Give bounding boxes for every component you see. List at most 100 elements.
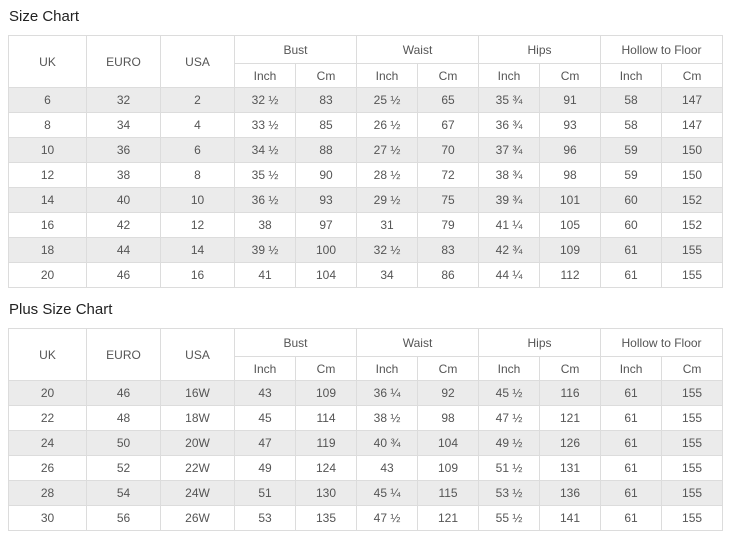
size-value-cell: 38 ¾: [478, 162, 541, 188]
size-value-cell: 45 ½: [478, 380, 541, 406]
size-value-cell: 26: [8, 455, 87, 481]
size-value-cell: 104: [417, 430, 480, 456]
size-value-cell: 46: [86, 262, 161, 288]
size-value-cell: 75: [417, 187, 480, 213]
size-value-cell: 61: [600, 480, 663, 506]
table-row: 8 34 4 33 ½ 85 26 ½ 67 36 ¾ 93 58 147: [8, 112, 724, 138]
size-value-cell: 114: [294, 405, 358, 431]
size-value-cell: 33 ½: [234, 112, 296, 138]
size-value-cell: 155: [661, 480, 724, 506]
size-value-cell: 141: [539, 505, 602, 531]
size-value-cell: 116: [539, 380, 602, 406]
table-row: 24 50 20W 47 119 40 ¾ 104 49 ½ 126 61 155: [8, 430, 724, 456]
size-value-cell: 155: [661, 380, 724, 406]
column-header-cm: Cm: [417, 63, 480, 88]
size-value-cell: 32 ½: [234, 87, 296, 113]
table-row: 30 56 26W 53 135 47 ½ 121 55 ½ 141 61 155: [8, 505, 724, 531]
size-value-cell: 67: [417, 112, 480, 138]
size-value-cell: 47 ½: [356, 505, 419, 531]
size-value-cell: 155: [661, 505, 724, 531]
size-value-cell: 8: [8, 112, 87, 138]
column-header-inch: Inch: [478, 63, 541, 88]
size-value-cell: 97: [294, 212, 358, 238]
column-header-uk: UK: [8, 328, 87, 381]
size-chart-title: Size Chart: [9, 8, 80, 25]
size-value-cell: 61: [600, 455, 663, 481]
size-value-cell: 147: [661, 112, 724, 138]
size-value-cell: 147: [661, 87, 724, 113]
size-value-cell: 40 ¾: [356, 430, 419, 456]
size-value-cell: 28 ½: [356, 162, 419, 188]
size-value-cell: 24W: [160, 480, 235, 506]
size-value-cell: 26W: [160, 505, 235, 531]
table-subheader-row: Inch Cm Inch Cm Inch Cm Inch Cm: [9, 356, 724, 381]
size-value-cell: 45 ¼: [356, 480, 419, 506]
size-value-cell: 31: [356, 212, 419, 238]
column-header-inch: Inch: [600, 63, 663, 88]
size-value-cell: 93: [539, 112, 602, 138]
size-value-cell: 14: [8, 187, 87, 213]
plus-size-chart-table: UK EURO USA Bust Waist Hips Hollow to Fl…: [8, 328, 724, 531]
size-value-cell: 152: [661, 187, 724, 213]
size-value-cell: 53: [234, 505, 296, 531]
size-value-cell: 36: [86, 137, 161, 163]
size-value-cell: 32: [86, 87, 161, 113]
size-value-cell: 46: [86, 380, 161, 406]
size-value-cell: 12: [8, 162, 87, 188]
size-value-cell: 150: [661, 137, 724, 163]
size-value-cell: 65: [417, 87, 480, 113]
size-value-cell: 155: [661, 405, 724, 431]
size-value-cell: 40: [86, 187, 161, 213]
size-value-cell: 22W: [160, 455, 235, 481]
table-row: 14 40 10 36 ½ 93 29 ½ 75 39 ¾ 101 60 152: [8, 187, 724, 213]
size-value-cell: 124: [294, 455, 358, 481]
size-value-cell: 54: [86, 480, 161, 506]
size-value-cell: 38: [86, 162, 161, 188]
size-value-cell: 49 ½: [478, 430, 541, 456]
size-value-cell: 22: [8, 405, 87, 431]
table-row: 12 38 8 35 ½ 90 28 ½ 72 38 ¾ 98 59 150: [8, 162, 724, 188]
size-value-cell: 20: [8, 262, 87, 288]
column-header-euro: EURO: [86, 35, 161, 88]
size-value-cell: 41: [234, 262, 296, 288]
size-value-cell: 45: [234, 405, 296, 431]
size-value-cell: 51 ½: [478, 455, 541, 481]
size-value-cell: 105: [539, 212, 602, 238]
column-header-usa: USA: [160, 35, 235, 88]
size-value-cell: 47: [234, 430, 296, 456]
column-header-cm: Cm: [294, 356, 358, 381]
size-value-cell: 47 ½: [478, 405, 541, 431]
size-value-cell: 121: [417, 505, 480, 531]
size-value-cell: 44: [86, 237, 161, 263]
column-group-hollow-to-floor: Hollow to Floor: [600, 328, 724, 357]
size-value-cell: 60: [600, 212, 663, 238]
size-value-cell: 14: [160, 237, 235, 263]
size-value-cell: 4: [160, 112, 235, 138]
table-row: 22 48 18W 45 114 38 ½ 98 47 ½ 121 61 155: [8, 405, 724, 431]
size-value-cell: 34: [86, 112, 161, 138]
column-group-hips: Hips: [478, 328, 602, 357]
size-value-cell: 27 ½: [356, 137, 419, 163]
size-value-cell: 16: [8, 212, 87, 238]
size-value-cell: 136: [539, 480, 602, 506]
table-row: 18 44 14 39 ½ 100 32 ½ 83 42 ¾ 109 61 155: [8, 237, 724, 263]
column-group-waist: Waist: [356, 35, 480, 64]
size-value-cell: 42: [86, 212, 161, 238]
size-value-cell: 38 ½: [356, 405, 419, 431]
plus-size-chart-section: Plus Size Chart UK EURO USA Bust Waist H…: [8, 301, 724, 531]
column-header-inch: Inch: [356, 356, 419, 381]
size-value-cell: 79: [417, 212, 480, 238]
size-value-cell: 126: [539, 430, 602, 456]
column-header-cm: Cm: [294, 63, 358, 88]
size-value-cell: 41 ¼: [478, 212, 541, 238]
size-value-cell: 70: [417, 137, 480, 163]
size-value-cell: 155: [661, 455, 724, 481]
size-chart-table-body: 6 32 2 32 ½ 83 25 ½ 65 35 ¾ 91 58 147 8 34 4 33 ½ 85 26 …: [8, 87, 724, 288]
size-chart-table: UK EURO USA Bust Waist Hips Hollow to Fl…: [8, 35, 724, 288]
size-value-cell: 35 ¾: [478, 87, 541, 113]
size-value-cell: 52: [86, 455, 161, 481]
column-group-hips: Hips: [478, 35, 602, 64]
column-group-bust: Bust: [233, 328, 358, 357]
size-value-cell: 60: [600, 187, 663, 213]
size-value-cell: 36 ½: [234, 187, 296, 213]
